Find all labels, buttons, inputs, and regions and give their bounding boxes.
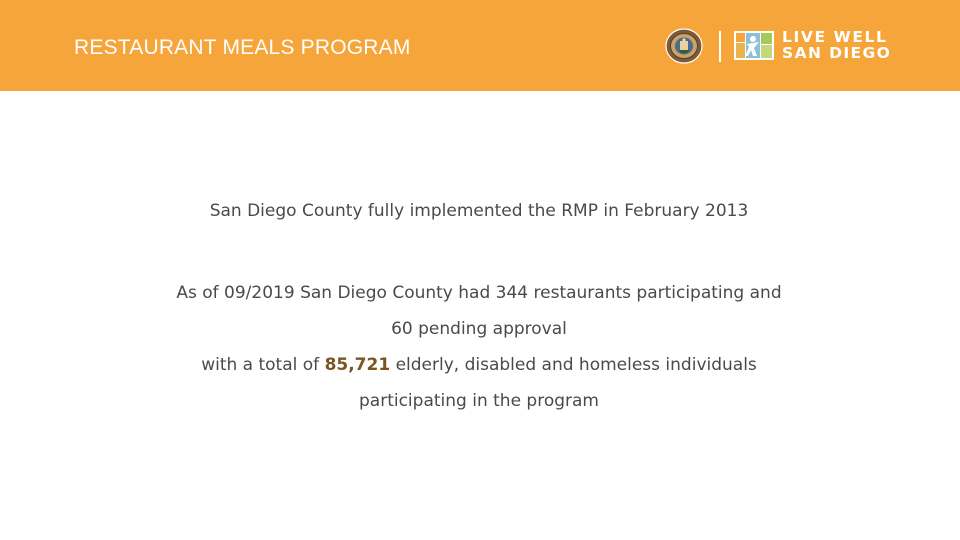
live-well-logo-icon [734, 31, 774, 60]
logo-divider [719, 31, 721, 62]
header-band: RESTAURANT MEALS PROGRAM LIVE WELL SAN D… [0, 0, 960, 91]
implementation-statement: San Diego County fully implemented the R… [209, 201, 749, 221]
slide-title: RESTAURANT MEALS PROGRAM [74, 36, 411, 59]
live-well-wordmark: LIVE WELL SAN DIEGO [782, 28, 892, 62]
pending-approval-statement: 60 pending approval [391, 319, 567, 339]
total-prefix: with a total of [201, 355, 325, 375]
logo-line-2: SAN DIEGO [782, 43, 892, 62]
total-participants-number: 85,721 [324, 355, 391, 375]
participation-statement: As of 09/2019 San Diego County had 344 r… [176, 283, 782, 303]
total-participants-statement: with a total of 85,721 elderly, disabled… [0, 355, 958, 375]
logo-line-1: LIVE WELL [782, 28, 888, 46]
program-participation-line: participating in the program [359, 391, 599, 411]
county-seal-icon [665, 28, 703, 64]
total-suffix: elderly, disabled and homeless individua… [390, 355, 757, 375]
